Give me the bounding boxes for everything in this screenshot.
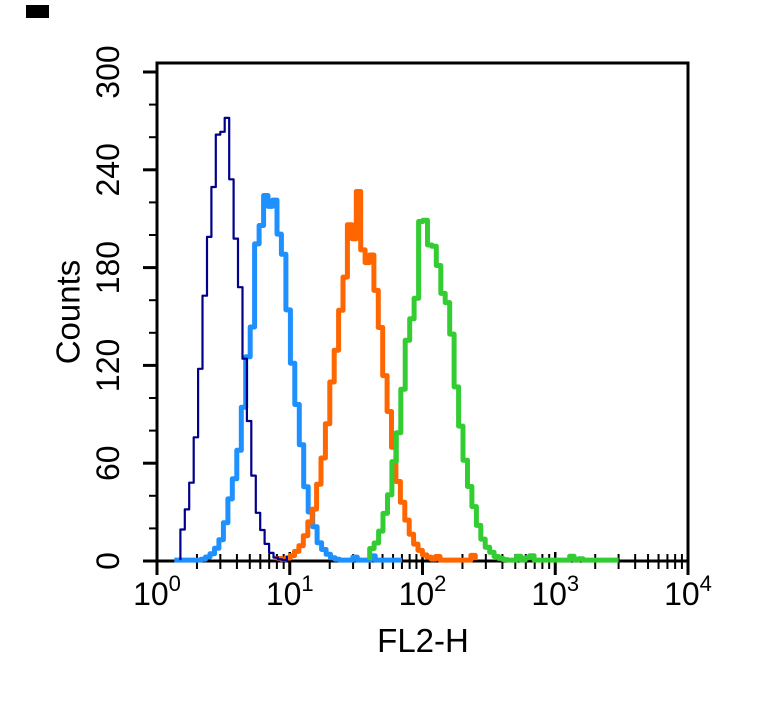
y-tick-label: 300 (90, 45, 126, 98)
plot-frame (155, 61, 690, 563)
y-tick-label: 0 (90, 552, 126, 570)
corner-mark (26, 5, 49, 18)
tick-labels: 100 101 102 103 104 0 60 120 180 240 300 (90, 45, 712, 612)
y-axis-label: Counts (50, 260, 87, 365)
y-tick-label: 60 (90, 445, 126, 481)
x-tick-label: 104 (664, 571, 712, 612)
histogram-trace-green (367, 217, 619, 563)
histogram-traces (174, 116, 619, 563)
x-tick-label: 100 (133, 571, 181, 612)
x-axis-label: FL2-H (377, 622, 469, 659)
x-tick-label: 101 (266, 571, 314, 612)
x-tick-label: 102 (399, 571, 447, 612)
axis-ticks (143, 70, 690, 575)
histogram-trace-orange (274, 189, 478, 563)
y-tick-label: 180 (90, 241, 126, 294)
x-tick-label: 103 (531, 571, 579, 612)
y-tick-label: 120 (90, 339, 126, 392)
y-tick-label: 240 (90, 143, 126, 196)
histogram-trace-blue (174, 193, 402, 563)
histogram-trace-navy (179, 116, 288, 562)
